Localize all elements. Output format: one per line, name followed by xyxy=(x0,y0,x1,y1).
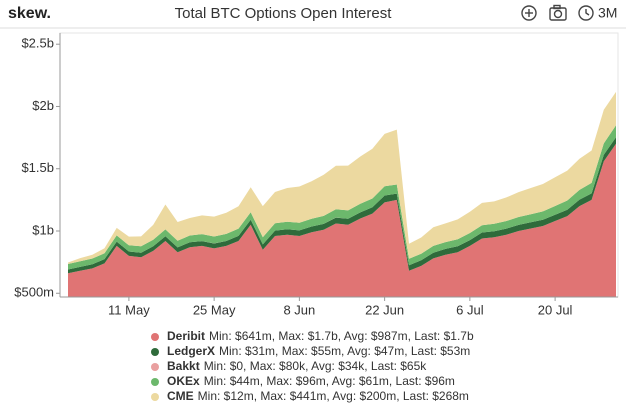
legend-swatch xyxy=(151,363,159,371)
legend-stats: Min: $12m, Max: $441m, Avg: $200m, Last:… xyxy=(198,389,469,403)
add-button[interactable] xyxy=(521,5,537,21)
legend-entry: Deribit Min: $641m, Max: $1.7b, Avg: $987… xyxy=(167,329,474,343)
legend-stats: Min: $641m, Max: $1.7b, Avg: $987m, Last… xyxy=(209,329,474,343)
y-tick-label: $2.5b xyxy=(21,36,54,51)
area xyxy=(68,91,616,265)
legend-name: Deribit xyxy=(167,329,205,343)
legend-swatch xyxy=(151,333,159,341)
chart-title: Total BTC Options Open Interest xyxy=(175,5,393,22)
legend-entry: Bakkt Min: $0, Max: $80k, Avg: $34k, Last… xyxy=(167,359,427,373)
clock-button[interactable] xyxy=(578,5,594,21)
legend-swatch xyxy=(151,348,159,356)
legend-entry: CME Min: $12m, Max: $441m, Avg: $200m, La… xyxy=(167,389,469,403)
legend-swatch xyxy=(151,378,159,386)
x-tick-label: 8 Jun xyxy=(283,302,315,317)
range-button[interactable]: 3M xyxy=(598,5,617,21)
x-tick-label: 11 May xyxy=(108,302,150,317)
y-tick-label: $500m xyxy=(14,285,54,300)
logo: skew. xyxy=(8,5,51,22)
area xyxy=(68,125,616,270)
y-tick-label: $1.5b xyxy=(21,160,54,175)
legend-stats: Min: $31m, Max: $55m, Avg: $47m, Last: $… xyxy=(219,344,470,358)
legend-entry: OKEx Min: $44m, Max: $96m, Avg: $61m, Las… xyxy=(167,374,455,388)
x-tick-label: 20 Jul xyxy=(538,302,573,317)
legend-name: CME xyxy=(167,389,194,403)
legend-name: Bakkt xyxy=(167,359,200,373)
area xyxy=(68,137,616,274)
legend-stats: Min: $0, Max: $80k, Avg: $34k, Last: $65… xyxy=(204,359,428,373)
x-tick-label: 22 Jun xyxy=(365,302,404,317)
x-tick-label: 6 Jul xyxy=(456,302,484,317)
legend-name: OKEx xyxy=(167,374,200,388)
legend-name: LedgerX xyxy=(167,344,215,358)
camera-button[interactable] xyxy=(549,4,567,21)
legend-entry: LedgerX Min: $31m, Max: $55m, Avg: $47m, … xyxy=(167,344,470,358)
legend-swatch xyxy=(151,393,159,401)
y-tick-label: $2b xyxy=(32,98,54,113)
x-tick-label: 25 May xyxy=(193,302,236,317)
area xyxy=(68,143,616,297)
y-tick-label: $1b xyxy=(32,222,54,237)
legend-stats: Min: $44m, Max: $96m, Avg: $61m, Last: $… xyxy=(204,374,455,388)
